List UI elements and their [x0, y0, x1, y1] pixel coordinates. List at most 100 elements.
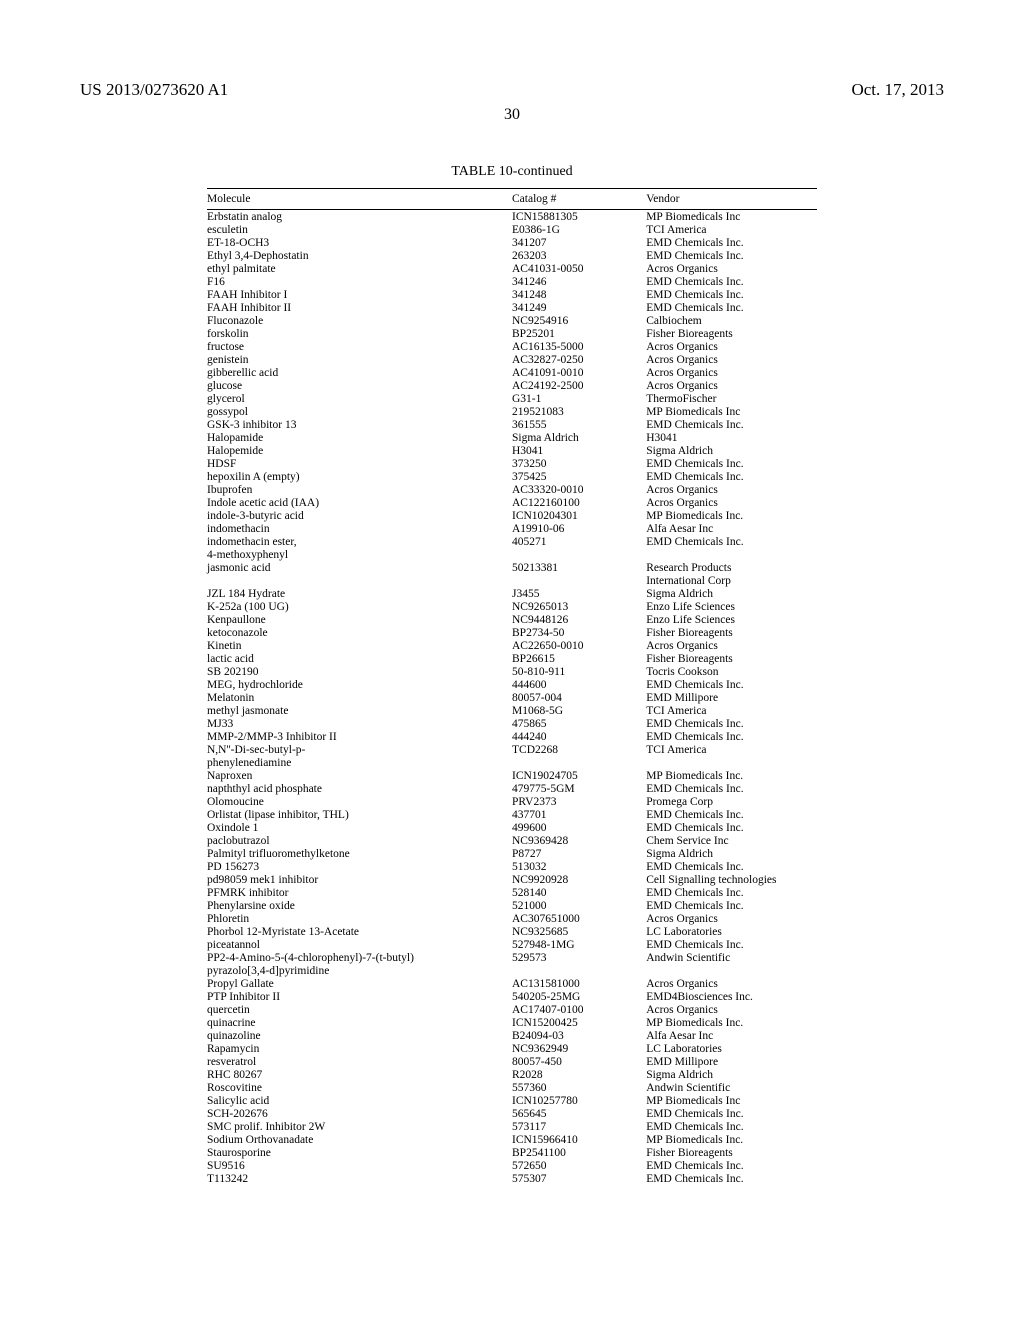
- table-cell: 341248: [512, 288, 646, 301]
- table-cell: TCD2268: [512, 743, 646, 756]
- table-cell: 375425: [512, 470, 646, 483]
- table-cell: AC16135-5000: [512, 340, 646, 353]
- table-cell: Phorbol 12-Myristate 13-Acetate: [207, 925, 512, 938]
- table-cell: EMD Chemicals Inc.: [646, 886, 817, 899]
- table-cell: Palmityl trifluoromethylketone: [207, 847, 512, 860]
- table-cell: Sigma Aldrich: [646, 444, 817, 457]
- table-cell: Kinetin: [207, 639, 512, 652]
- table-row: Erbstatin analogICN15881305MP Biomedical…: [207, 210, 817, 224]
- table-cell: 80057-450: [512, 1055, 646, 1068]
- table-cell: Ethyl 3,4-Dephostatin: [207, 249, 512, 262]
- table-cell: genistein: [207, 353, 512, 366]
- table-row: IbuprofenAC33320-0010Acros Organics: [207, 483, 817, 496]
- table-row: PTP Inhibitor II540205-25MGEMD4Bioscienc…: [207, 990, 817, 1003]
- table-row: Ethyl 3,4-Dephostatin263203EMD Chemicals…: [207, 249, 817, 262]
- table-cell: EMD Chemicals Inc.: [646, 535, 817, 548]
- table-cell: Rapamycin: [207, 1042, 512, 1055]
- table-row: Salicylic acidICN10257780MP Biomedicals …: [207, 1094, 817, 1107]
- table-cell: paclobutrazol: [207, 834, 512, 847]
- table-cell: Sigma Aldrich: [646, 587, 817, 600]
- table-cell: MP Biomedicals Inc: [646, 1094, 817, 1107]
- table-cell: lactic acid: [207, 652, 512, 665]
- table-cell: esculetin: [207, 223, 512, 236]
- table-row: pyrazolo[3,4-d]pyrimidine: [207, 964, 817, 977]
- table-cell: EMD Chemicals Inc.: [646, 418, 817, 431]
- table-cell: 219521083: [512, 405, 646, 418]
- table-cell: quinacrine: [207, 1016, 512, 1029]
- table-row: N,N''-Di-sec-butyl-p-TCD2268TCI America: [207, 743, 817, 756]
- table-row: indomethacinA19910-06Alfa Aesar Inc: [207, 522, 817, 535]
- table-cell: NC9254916: [512, 314, 646, 327]
- table-row: K-252a (100 UG)NC9265013Enzo Life Scienc…: [207, 600, 817, 613]
- table-cell: Halopemide: [207, 444, 512, 457]
- table-row: FAAH Inhibitor II341249EMD Chemicals Inc…: [207, 301, 817, 314]
- table-cell: EMD Chemicals Inc.: [646, 457, 817, 470]
- table-cell: LC Laboratories: [646, 1042, 817, 1055]
- table-cell: EMD4Biosciences Inc.: [646, 990, 817, 1003]
- table-cell: P8727: [512, 847, 646, 860]
- table-row: forskolinBP25201Fisher Bioreagents: [207, 327, 817, 340]
- table-cell: BP2541100: [512, 1146, 646, 1159]
- table-cell: Andwin Scientific: [646, 1081, 817, 1094]
- table-row: quinazolineB24094-03Alfa Aesar Inc: [207, 1029, 817, 1042]
- table-row: HalopemideH3041Sigma Aldrich: [207, 444, 817, 457]
- table-cell: 499600: [512, 821, 646, 834]
- table-cell: Acros Organics: [646, 262, 817, 275]
- table-row: Melatonin80057-004EMD Millipore: [207, 691, 817, 704]
- table-row: esculetinE0386-1GTCI America: [207, 223, 817, 236]
- table-header-row: Molecule Catalog # Vendor: [207, 189, 817, 210]
- table-cell: ketoconazole: [207, 626, 512, 639]
- table-cell: piceatannol: [207, 938, 512, 951]
- table-cell: EMD Chemicals Inc.: [646, 275, 817, 288]
- table-cell: Acros Organics: [646, 977, 817, 990]
- table-cell: NC9448126: [512, 613, 646, 626]
- table-cell: EMD Chemicals Inc.: [646, 938, 817, 951]
- table-cell: Acros Organics: [646, 639, 817, 652]
- table-cell: EMD Chemicals Inc.: [646, 1159, 817, 1172]
- table-row: T113242575307EMD Chemicals Inc.: [207, 1172, 817, 1189]
- table-cell: M1068-5G: [512, 704, 646, 717]
- table-cell: Naproxen: [207, 769, 512, 782]
- table-cell: Sigma Aldrich: [646, 847, 817, 860]
- table-row: PP2-4-Amino-5-(4-chlorophenyl)-7-(t-buty…: [207, 951, 817, 964]
- table-container: TABLE 10-continued Molecule Catalog # Ve…: [207, 164, 817, 1189]
- table-cell: Kenpaullone: [207, 613, 512, 626]
- table-cell: EMD Chemicals Inc.: [646, 1172, 817, 1189]
- table-cell: fructose: [207, 340, 512, 353]
- column-header-catalog: Catalog #: [512, 189, 646, 210]
- table-row: RHC 80267R2028Sigma Aldrich: [207, 1068, 817, 1081]
- table-cell: glycerol: [207, 392, 512, 405]
- table-cell: Propyl Gallate: [207, 977, 512, 990]
- table-row: Propyl GallateAC131581000Acros Organics: [207, 977, 817, 990]
- table-cell: Acros Organics: [646, 496, 817, 509]
- table-cell: NC9362949: [512, 1042, 646, 1055]
- table-cell: TCI America: [646, 704, 817, 717]
- table-cell: ICN15966410: [512, 1133, 646, 1146]
- table-cell: [512, 574, 646, 587]
- table-cell: F16: [207, 275, 512, 288]
- table-cell: AC122160100: [512, 496, 646, 509]
- table-row: gossypol219521083MP Biomedicals Inc: [207, 405, 817, 418]
- table-row: glucoseAC24192-2500Acros Organics: [207, 379, 817, 392]
- table-cell: Ibuprofen: [207, 483, 512, 496]
- table-cell: NC9369428: [512, 834, 646, 847]
- table-row: PD 156273513032EMD Chemicals Inc.: [207, 860, 817, 873]
- table-cell: Erbstatin analog: [207, 210, 512, 224]
- table-cell: EMD Chemicals Inc.: [646, 808, 817, 821]
- table-cell: BP25201: [512, 327, 646, 340]
- table-cell: 263203: [512, 249, 646, 262]
- table-cell: [646, 964, 817, 977]
- table-cell: JZL 184 Hydrate: [207, 587, 512, 600]
- table-cell: H3041: [646, 431, 817, 444]
- table-cell: LC Laboratories: [646, 925, 817, 938]
- table-cell: N,N''-Di-sec-butyl-p-: [207, 743, 512, 756]
- table-cell: Research Products: [646, 561, 817, 574]
- table-row: F16341246EMD Chemicals Inc.: [207, 275, 817, 288]
- table-cell: Acros Organics: [646, 366, 817, 379]
- table-row: fructoseAC16135-5000Acros Organics: [207, 340, 817, 353]
- table-row: Roscovitine557360Andwin Scientific: [207, 1081, 817, 1094]
- table-cell: glucose: [207, 379, 512, 392]
- table-cell: EMD Chemicals Inc.: [646, 899, 817, 912]
- table-row: Phorbol 12-Myristate 13-AcetateNC9325685…: [207, 925, 817, 938]
- table-row: SB 20219050-810-911Tocris Cookson: [207, 665, 817, 678]
